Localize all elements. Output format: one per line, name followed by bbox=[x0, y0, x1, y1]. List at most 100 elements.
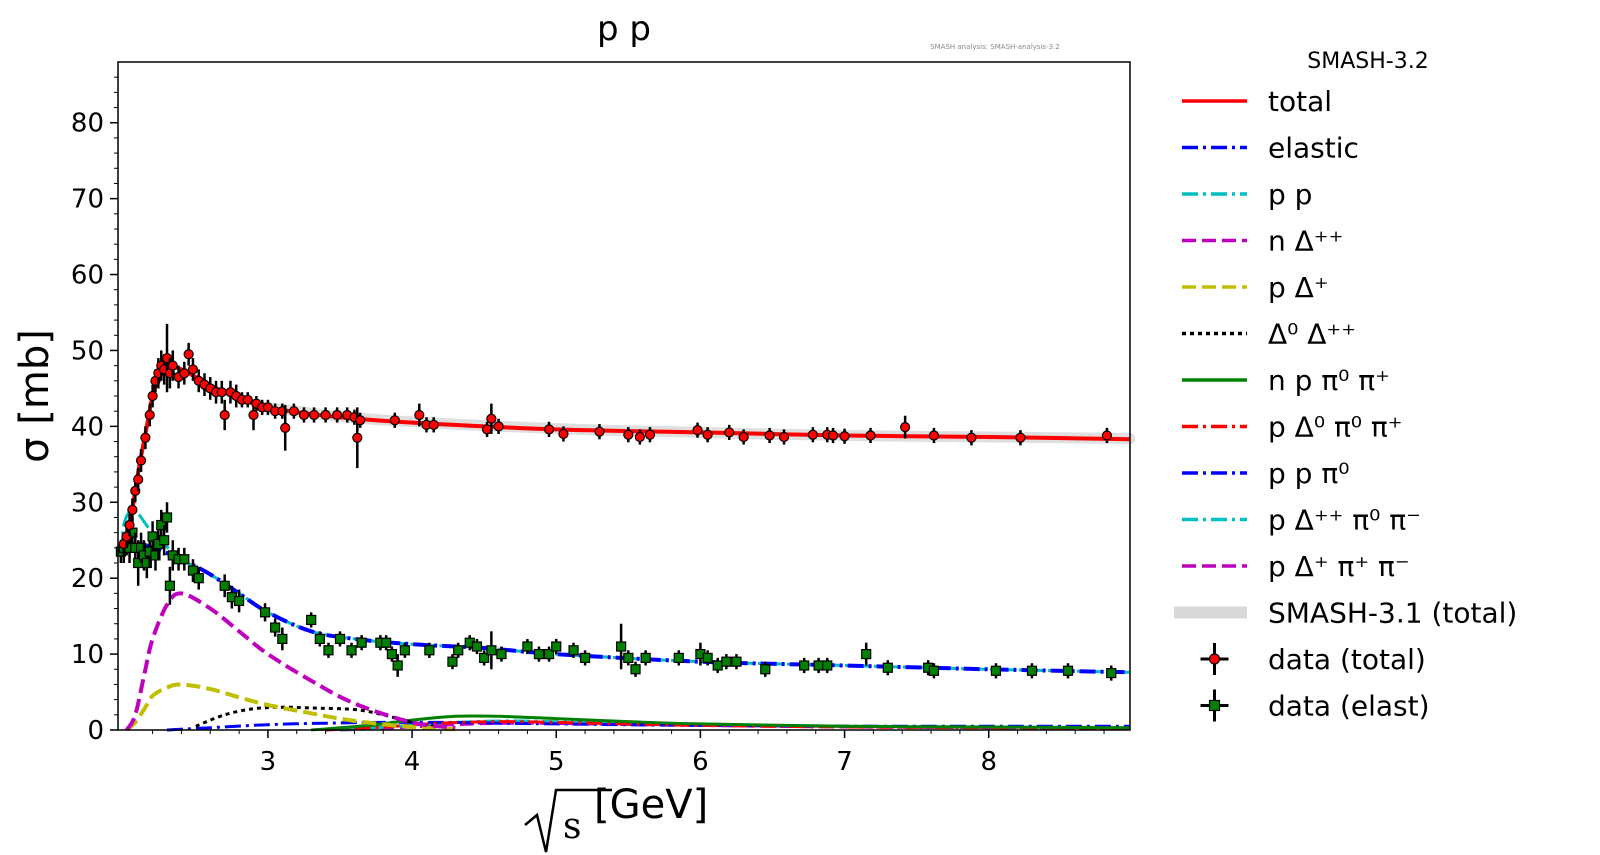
data-elast-point bbox=[277, 627, 288, 651]
y-tick-label: 50 bbox=[71, 336, 104, 366]
data-elast-point bbox=[990, 663, 1002, 679]
data-elast-point bbox=[334, 631, 346, 647]
series-line-5 bbox=[125, 682, 456, 732]
data-elast-point bbox=[630, 661, 641, 677]
data-elast-point bbox=[453, 642, 464, 658]
data-total-point bbox=[179, 361, 190, 385]
data-elast-point bbox=[479, 650, 490, 666]
data-total-point bbox=[280, 405, 291, 451]
plot-frame bbox=[118, 62, 1130, 730]
y-tick-label: 0 bbox=[87, 716, 104, 746]
data-elast-point bbox=[928, 663, 940, 679]
x-tick-label: 3 bbox=[260, 747, 277, 777]
data-elast-point bbox=[187, 559, 199, 582]
data-total-point bbox=[167, 350, 178, 381]
data-elast-point bbox=[623, 650, 634, 666]
data-elast-point bbox=[386, 646, 398, 662]
legend-label: total bbox=[1268, 85, 1332, 118]
legend-entry: elastic bbox=[1182, 132, 1359, 165]
y-axis-label: σ [mb] bbox=[12, 329, 58, 463]
data-elast-point bbox=[164, 566, 175, 605]
data-elast-point bbox=[543, 646, 555, 662]
y-axis: 0 10 20 30 40 50 60 70 80 bbox=[71, 76, 118, 746]
data-total-point bbox=[807, 427, 818, 443]
data-elast-point bbox=[447, 654, 458, 670]
data-total-point bbox=[428, 417, 439, 433]
legend-entry: p p π⁰ bbox=[1182, 457, 1349, 490]
data-elast-point bbox=[579, 650, 591, 666]
x-tick-label: 8 bbox=[980, 747, 997, 777]
legend-label: p Δ⁰ π⁰ π⁺ bbox=[1268, 411, 1403, 444]
legend-entry: n Δ⁺⁺ bbox=[1182, 225, 1343, 258]
data-elast-point bbox=[702, 650, 713, 666]
legend-label: p p π⁰ bbox=[1268, 457, 1349, 490]
legend-entry-data: data (total) bbox=[1200, 643, 1426, 676]
data-total-point bbox=[900, 415, 911, 439]
x-axis-label-text: [GeV] bbox=[594, 782, 708, 828]
legend-entry-data: data (elast) bbox=[1200, 689, 1430, 723]
data-elast-point bbox=[673, 650, 684, 666]
data-layer bbox=[115, 323, 1117, 681]
data-total-point bbox=[928, 427, 940, 444]
data-elast-point bbox=[471, 638, 483, 655]
legend-label: p Δ⁺ bbox=[1268, 271, 1329, 304]
series-line-9 bbox=[166, 720, 1130, 732]
data-elast-point bbox=[323, 642, 334, 658]
data-total-point bbox=[332, 407, 343, 423]
legend-label: data (total) bbox=[1268, 643, 1426, 676]
legend-label: n Δ⁺⁺ bbox=[1268, 225, 1343, 258]
data-elast-point bbox=[1026, 663, 1038, 679]
data-total-point bbox=[355, 412, 366, 428]
x-tick-label: 4 bbox=[404, 747, 421, 777]
data-total-point bbox=[133, 468, 144, 491]
data-total-point bbox=[594, 424, 605, 440]
data-elast-point bbox=[356, 635, 367, 651]
data-elast-point bbox=[306, 612, 317, 628]
data-elast-point bbox=[731, 654, 742, 670]
data-elast-point bbox=[551, 638, 562, 655]
data-elast-point bbox=[179, 547, 190, 571]
y-tick-label: 20 bbox=[71, 564, 104, 594]
data-total-point bbox=[623, 427, 634, 443]
data-total-point bbox=[219, 399, 230, 431]
data-total-point bbox=[702, 427, 713, 443]
data-total-point bbox=[144, 403, 155, 427]
data-elast-point bbox=[399, 642, 410, 658]
data-elast-point bbox=[721, 654, 732, 670]
data-elast-point bbox=[161, 502, 173, 533]
data-total-point bbox=[827, 427, 839, 444]
data-total-point bbox=[288, 403, 299, 419]
data-total-point bbox=[242, 392, 253, 408]
data-total-point bbox=[738, 429, 749, 445]
legend-entry: p Δ⁺ bbox=[1182, 271, 1329, 304]
data-total-point bbox=[1101, 427, 1113, 444]
data-total-point bbox=[389, 412, 400, 428]
chart-title: p p bbox=[597, 9, 651, 49]
legend-entry: p Δ⁺⁺ π⁰ π⁻ bbox=[1182, 504, 1421, 537]
y-tick-label: 30 bbox=[71, 488, 104, 518]
data-total-point bbox=[262, 399, 274, 415]
data-elast-point bbox=[616, 623, 627, 670]
data-total-point bbox=[298, 407, 310, 423]
legend-entry: p Δ⁺ π⁺ π⁻ bbox=[1182, 550, 1410, 583]
legend-label: data (elast) bbox=[1268, 690, 1430, 723]
data-total-point bbox=[966, 430, 977, 446]
legend-label: p Δ⁺⁺ π⁰ π⁻ bbox=[1268, 504, 1421, 537]
series-line-7 bbox=[311, 714, 1131, 732]
data-elast-point bbox=[496, 646, 507, 662]
data-elast-point bbox=[219, 574, 230, 598]
legend-label: n p π⁰ π⁺ bbox=[1268, 364, 1390, 397]
legend-label: p p bbox=[1268, 178, 1312, 211]
data-elast-point bbox=[882, 660, 893, 676]
legend-label: p Δ⁺ π⁺ π⁻ bbox=[1268, 550, 1410, 583]
data-total-point bbox=[135, 449, 147, 472]
data-total-point bbox=[147, 384, 158, 408]
data-elast-point bbox=[760, 661, 771, 677]
y-tick-label: 70 bbox=[71, 185, 104, 215]
legend-title: SMASH-3.2 bbox=[1307, 49, 1428, 74]
x-axis-label-symbol: s bbox=[563, 806, 581, 847]
x-axis: 3 4 5 6 7 8 bbox=[152, 730, 1105, 777]
data-total-point bbox=[865, 427, 876, 444]
data-elast-point bbox=[486, 631, 497, 670]
data-elast-point bbox=[861, 642, 872, 666]
